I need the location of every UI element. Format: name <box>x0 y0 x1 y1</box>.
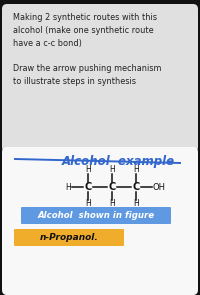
Text: H: H <box>85 165 91 175</box>
Text: n-Propanol.: n-Propanol. <box>40 233 98 242</box>
Text: Alcohol  shown in figure: Alcohol shown in figure <box>37 211 155 220</box>
Text: C: C <box>132 182 140 192</box>
Text: OH: OH <box>153 183 166 191</box>
FancyBboxPatch shape <box>2 147 198 295</box>
Text: Alcohol  example: Alcohol example <box>62 155 175 168</box>
Text: C: C <box>108 182 116 192</box>
FancyBboxPatch shape <box>21 207 171 224</box>
FancyBboxPatch shape <box>14 229 124 246</box>
Text: H: H <box>133 165 139 175</box>
FancyBboxPatch shape <box>2 4 198 152</box>
Text: H: H <box>109 165 115 175</box>
Text: H: H <box>65 183 71 191</box>
Text: Making 2 synthetic routes with this
alcohol (make one synthetic route
have a c-c: Making 2 synthetic routes with this alco… <box>13 13 161 86</box>
Text: H: H <box>109 199 115 209</box>
Text: H: H <box>133 199 139 209</box>
Text: C: C <box>84 182 92 192</box>
Text: H: H <box>85 199 91 209</box>
